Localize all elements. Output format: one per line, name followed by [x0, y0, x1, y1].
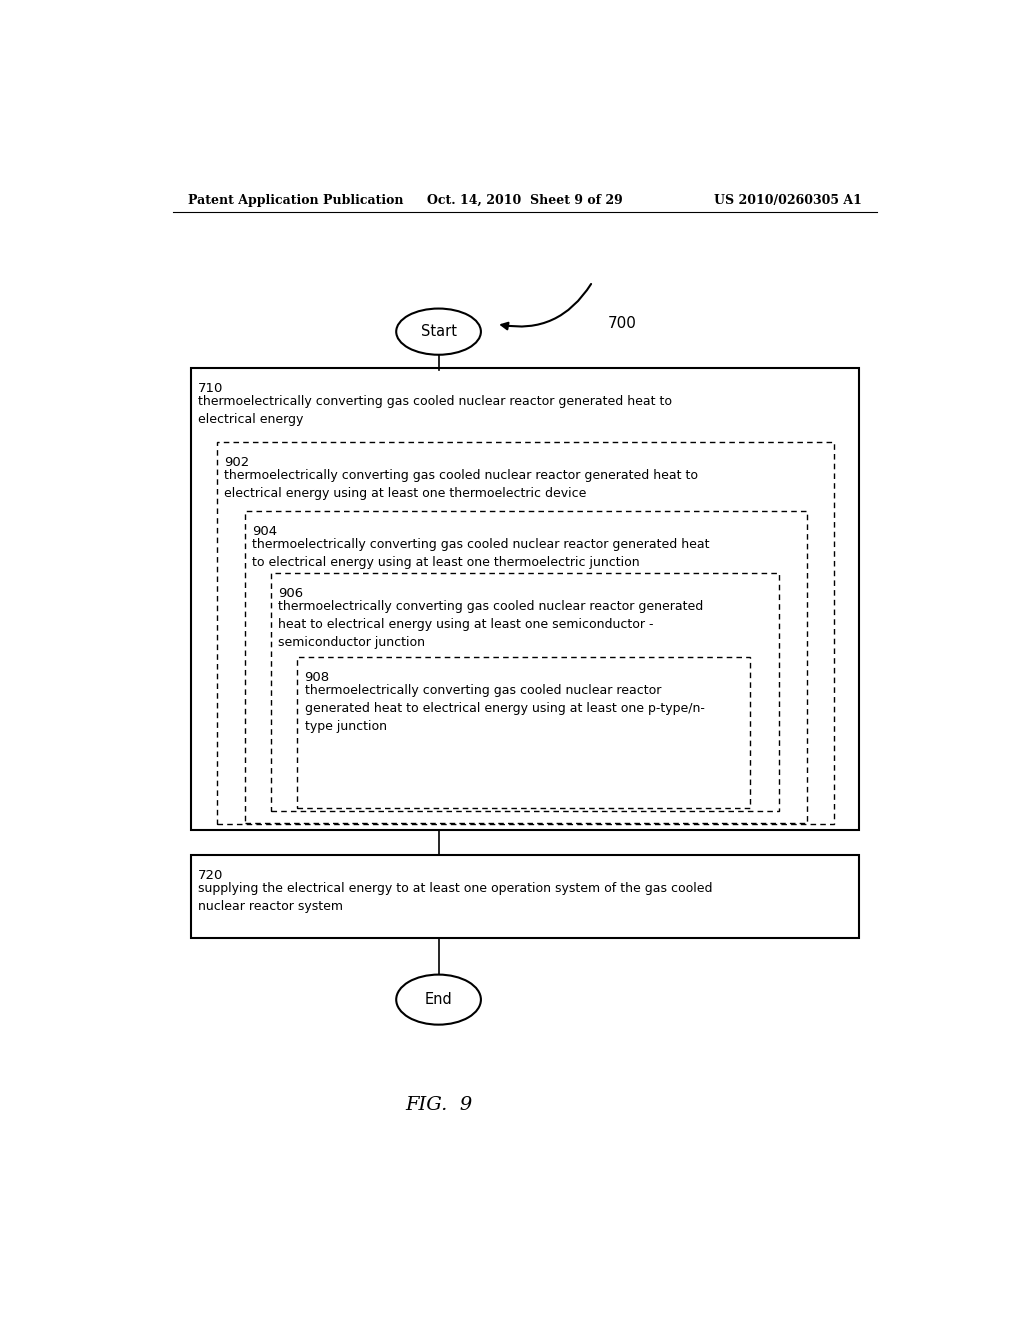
Text: 710: 710 — [199, 381, 223, 395]
Text: thermoelectrically converting gas cooled nuclear reactor generated heat
to elect: thermoelectrically converting gas cooled… — [252, 539, 710, 569]
Text: End: End — [425, 993, 453, 1007]
FancyArrowPatch shape — [502, 284, 591, 329]
Text: thermoelectrically converting gas cooled nuclear reactor generated heat to
elect: thermoelectrically converting gas cooled… — [224, 469, 698, 500]
Text: 908: 908 — [304, 671, 330, 684]
Ellipse shape — [396, 974, 481, 1024]
Bar — [190, 368, 859, 830]
Text: thermoelectrically converting gas cooled nuclear reactor generated
heat to elect: thermoelectrically converting gas cooled… — [279, 599, 703, 648]
Text: 902: 902 — [224, 455, 250, 469]
Text: 906: 906 — [279, 586, 303, 599]
Text: 904: 904 — [252, 525, 278, 539]
Bar — [270, 573, 779, 812]
Text: Oct. 14, 2010  Sheet 9 of 29: Oct. 14, 2010 Sheet 9 of 29 — [427, 194, 623, 207]
Text: 720: 720 — [199, 869, 223, 882]
Bar — [190, 855, 859, 939]
Text: FIG.  9: FIG. 9 — [404, 1097, 472, 1114]
Bar — [245, 511, 807, 822]
Text: Start: Start — [421, 325, 457, 339]
Text: thermoelectrically converting gas cooled nuclear reactor
generated heat to elect: thermoelectrically converting gas cooled… — [304, 684, 705, 734]
Text: 700: 700 — [608, 317, 637, 331]
Text: thermoelectrically converting gas cooled nuclear reactor generated heat to
elect: thermoelectrically converting gas cooled… — [199, 395, 673, 426]
Bar — [217, 442, 835, 824]
Text: US 2010/0260305 A1: US 2010/0260305 A1 — [714, 194, 862, 207]
Text: supplying the electrical energy to at least one operation system of the gas cool: supplying the electrical energy to at le… — [199, 882, 713, 913]
Text: Patent Application Publication: Patent Application Publication — [188, 194, 403, 207]
Bar — [297, 657, 750, 808]
Ellipse shape — [396, 309, 481, 355]
